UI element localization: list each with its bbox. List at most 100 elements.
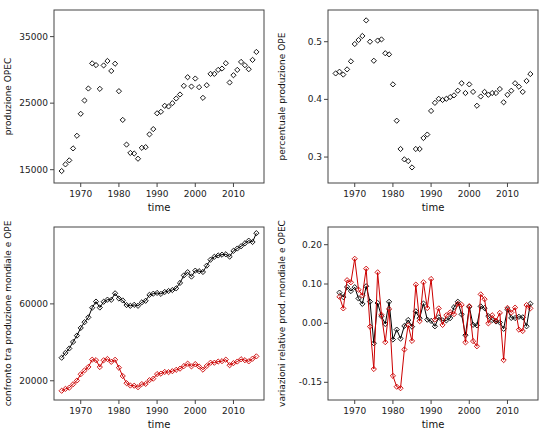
point [63,162,68,167]
x-tick [392,400,393,404]
point [116,89,121,94]
x-tick-label: 1980 [381,406,404,416]
x-tick [431,400,432,404]
y-tick-label: 0.4 [308,94,323,104]
panel: 197019801990200020100.30.40.5timepercent… [277,10,538,213]
point [360,301,365,306]
point [143,298,148,303]
point [367,39,372,44]
y-tick [324,244,328,245]
point [112,291,117,296]
point [409,165,414,170]
point [70,339,75,344]
point [379,37,384,42]
x-tick-label: 1970 [343,406,366,416]
x-tick-label: 2000 [458,406,481,416]
point [356,37,361,42]
point [528,71,533,76]
point [386,299,391,304]
point [235,67,240,72]
point [63,350,68,355]
point [524,78,529,83]
y-axis-label: produzione OPEC [3,58,13,135]
point [219,66,224,71]
point [509,310,514,315]
point [59,355,64,360]
point [93,62,98,67]
point [143,381,148,386]
x-tick-label: 2010 [496,189,519,199]
x-tick [157,183,158,187]
point [151,376,156,381]
point [428,276,433,281]
point [227,80,232,85]
point [478,94,483,99]
point [440,322,445,327]
point [493,318,498,323]
x-axis-label: time [148,419,171,430]
y-tick-label: 20000 [19,376,48,386]
point [250,239,255,244]
point [124,142,129,147]
point [147,132,152,137]
point [425,305,430,310]
x-tick-label: 1990 [420,189,443,199]
point [78,111,83,116]
y-tick [50,380,54,381]
point [386,306,391,311]
x-tick [157,400,158,404]
point [101,63,106,68]
x-tick-label: 1990 [146,189,169,199]
plot-frame [328,10,538,183]
data-layer [333,18,533,170]
point [341,306,346,311]
y-tick [324,99,328,100]
point [352,41,357,46]
point [470,339,475,344]
y-tick [324,382,328,383]
x-tick [195,183,196,187]
point [463,333,468,338]
point [398,386,403,391]
point [120,373,125,378]
point [455,88,460,93]
point [398,146,403,151]
point [86,86,91,91]
y-tick-label: 35000 [19,32,48,42]
point [474,103,479,108]
point [212,71,217,76]
point [93,358,98,363]
point [185,270,190,275]
point [158,109,163,114]
y-tick-label: 0.10 [302,279,322,289]
y-tick-label: 15000 [19,165,48,175]
point [505,305,510,310]
point [497,310,502,315]
point [367,324,372,329]
point [177,280,182,285]
point [120,298,125,303]
data-layer [337,256,533,391]
point [90,305,95,310]
x-axis-label: time [422,202,445,213]
point [204,83,209,88]
x-axis-label: time [148,202,171,213]
x-tick [507,400,508,404]
point [200,269,205,274]
point [74,133,79,138]
point [390,373,395,378]
y-tick [50,303,54,304]
panel: 19701980199020002010-0.150.000.100.20tim… [277,220,538,430]
x-tick-label: 2010 [222,189,245,199]
data-layer [59,231,259,394]
y-tick [50,36,54,37]
y-axis-label: variazioni relative prod. mondiale e OPE… [277,220,287,407]
x-tick-label: 2000 [458,189,481,199]
x-tick [431,183,432,187]
y-tick-label: 0.20 [302,240,322,250]
y-tick-label: 0.00 [302,318,322,328]
point [254,49,259,54]
point [421,280,426,285]
point [78,325,83,330]
y-axis-label: confronto tra produzione mondiale e OPE [3,220,13,406]
